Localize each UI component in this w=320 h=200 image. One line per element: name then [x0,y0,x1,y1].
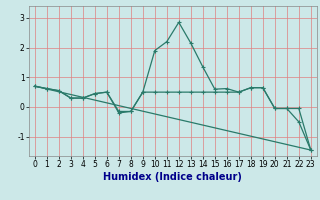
X-axis label: Humidex (Indice chaleur): Humidex (Indice chaleur) [103,172,242,182]
